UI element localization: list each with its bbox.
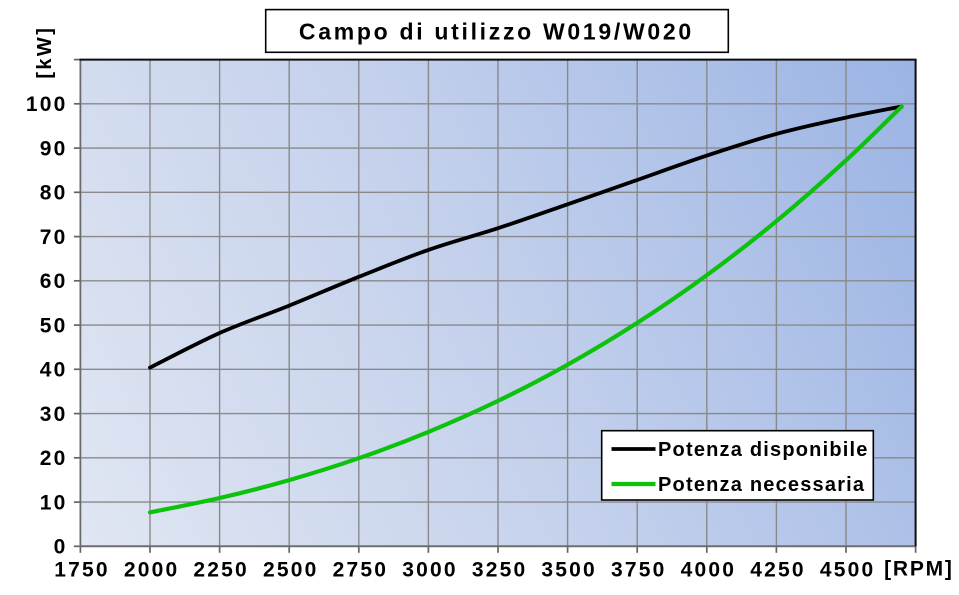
svg-text:60: 60 (40, 270, 68, 293)
svg-text:100: 100 (26, 93, 68, 116)
svg-text:Potenza necessaria: Potenza necessaria (658, 474, 865, 496)
svg-text:20: 20 (40, 447, 68, 470)
svg-text:10: 10 (40, 492, 68, 515)
svg-text:30: 30 (40, 403, 68, 426)
svg-text:40: 40 (40, 359, 68, 382)
svg-text:3750: 3750 (611, 558, 667, 581)
svg-text:2250: 2250 (193, 558, 249, 581)
svg-text:50: 50 (40, 315, 68, 338)
svg-text:4500: 4500 (820, 558, 876, 581)
svg-text:4000: 4000 (681, 558, 737, 581)
svg-text:Campo di utilizzo W019/W020: Campo di utilizzo W019/W020 (299, 19, 694, 45)
svg-text:4250: 4250 (750, 558, 806, 581)
svg-text:2750: 2750 (333, 558, 389, 581)
svg-text:3500: 3500 (541, 558, 597, 581)
svg-text:[kW]: [kW] (34, 26, 56, 79)
svg-text:3250: 3250 (472, 558, 528, 581)
svg-text:2000: 2000 (124, 558, 180, 581)
svg-text:Potenza disponibile: Potenza disponibile (658, 439, 869, 461)
svg-text:0: 0 (54, 536, 68, 559)
svg-text:80: 80 (40, 182, 68, 205)
svg-text:90: 90 (40, 138, 68, 161)
svg-text:70: 70 (40, 226, 68, 249)
svg-text:3000: 3000 (402, 558, 458, 581)
svg-text:[RPM]: [RPM] (884, 558, 954, 581)
svg-text:1750: 1750 (54, 558, 110, 581)
svg-text:2500: 2500 (263, 558, 319, 581)
